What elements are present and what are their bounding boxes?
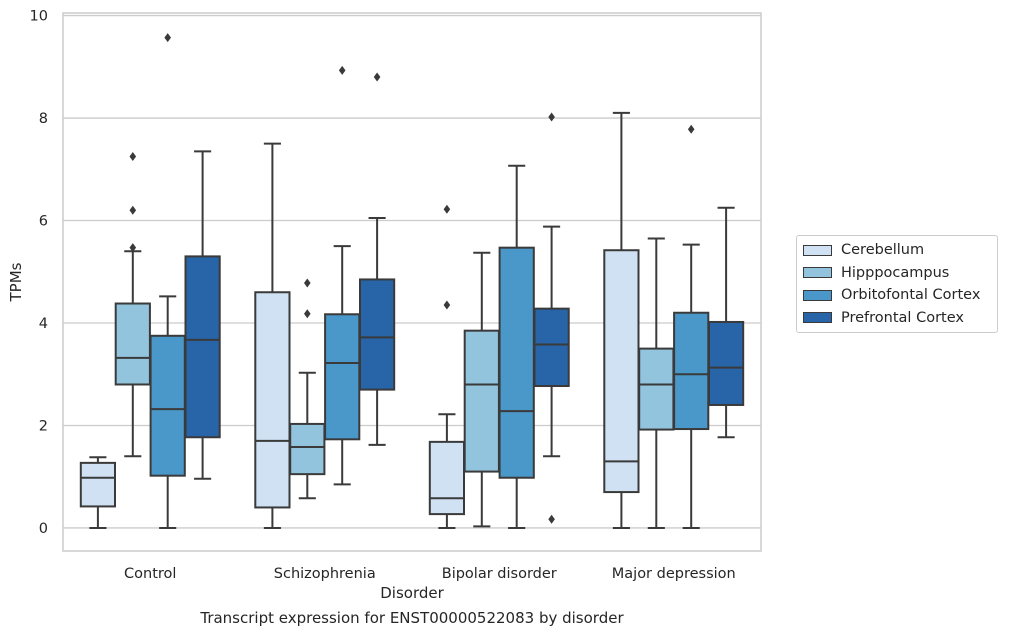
legend-item: Orbitofontal Cortex — [797, 284, 997, 307]
box-3-1 — [638, 237, 675, 529]
box-iqr — [603, 249, 640, 494]
legend: Cerebellum Hipppocampus Orbitofontal Corte… — [796, 235, 998, 333]
y-tick-label: 0 — [39, 521, 48, 537]
box-1-3 — [358, 72, 396, 446]
x-tick-label: Control — [124, 566, 176, 582]
legend-label: Prefrontal Cortex — [841, 309, 964, 326]
box-iqr — [358, 278, 396, 391]
legend-label: Orbitofontal Cortex — [841, 287, 981, 304]
box-3-2 — [673, 124, 710, 529]
outlier-point — [443, 300, 451, 310]
legend-item: Hipppocampus — [797, 262, 997, 285]
box-iqr — [114, 302, 151, 386]
outlier-point — [129, 205, 137, 215]
box-iqr — [533, 307, 570, 388]
legend-label: Hipppocampus — [841, 264, 950, 281]
box-iqr — [707, 320, 745, 406]
box-iqr — [149, 334, 186, 477]
box-iqr — [289, 422, 326, 476]
outlier-point — [164, 33, 171, 43]
x-axis-label: Disorder — [380, 584, 444, 602]
legend-swatch — [803, 312, 832, 324]
legend-label: Cerebellum — [841, 242, 925, 259]
box-iqr — [79, 461, 117, 508]
outlier-point — [687, 124, 695, 134]
box-0-1 — [114, 151, 151, 458]
box-0-0 — [79, 456, 117, 529]
outlier-point — [443, 204, 451, 214]
outlier-point — [548, 514, 555, 524]
box-iqr — [184, 255, 221, 439]
box-1-0 — [254, 142, 291, 529]
box-3-3 — [707, 206, 745, 439]
box-0-3 — [184, 150, 221, 480]
legend-item: Prefrontal Cortex — [797, 307, 997, 330]
box-2-1 — [463, 251, 500, 528]
legend-swatch — [803, 244, 832, 256]
outlier-point — [129, 151, 137, 161]
x-tick-labels: Control Schizophrenia Bipolar disorder Majo… — [124, 566, 736, 582]
outlier-point — [373, 72, 381, 82]
box-iqr — [428, 440, 466, 516]
x-tick-label: Major depression — [612, 566, 736, 582]
outlier-point — [304, 278, 311, 288]
box-iqr — [638, 347, 675, 431]
box-iqr — [498, 246, 535, 479]
box-2-0 — [428, 204, 466, 529]
legend-item: Cerebellum — [797, 239, 997, 262]
legend-swatch — [803, 289, 832, 301]
y-tick-label: 8 — [39, 111, 48, 127]
box-iqr — [254, 291, 291, 509]
x-tick-label: Schizophrenia — [274, 566, 376, 582]
box-groups — [79, 33, 745, 529]
legend-swatch — [803, 267, 832, 279]
y-tick-label: 6 — [39, 214, 48, 230]
box-1-2 — [324, 65, 361, 486]
chart-caption: Transcript expression for ENST0000052208… — [200, 609, 624, 627]
box-iqr — [673, 311, 710, 431]
outlier-point — [548, 112, 555, 122]
box-iqr — [324, 313, 361, 441]
outlier-point — [129, 243, 137, 253]
box-2-3 — [533, 112, 570, 524]
x-tick-label: Bipolar disorder — [442, 566, 557, 582]
y-tick-label: 2 — [39, 418, 48, 434]
box-1-1 — [289, 278, 326, 500]
y-tick-label: 10 — [30, 9, 48, 25]
box-2-2 — [498, 164, 535, 529]
y-axis-label: TPMs — [7, 262, 25, 302]
box-0-2 — [149, 33, 186, 529]
box-3-0 — [603, 111, 640, 529]
outlier-point — [338, 65, 346, 75]
outlier-point — [304, 309, 311, 319]
box-iqr — [463, 329, 500, 473]
plot-frame — [62, 12, 762, 552]
y-tick-labels: 0 2 4 6 8 10 — [30, 9, 48, 537]
y-tick-label: 4 — [39, 316, 48, 332]
